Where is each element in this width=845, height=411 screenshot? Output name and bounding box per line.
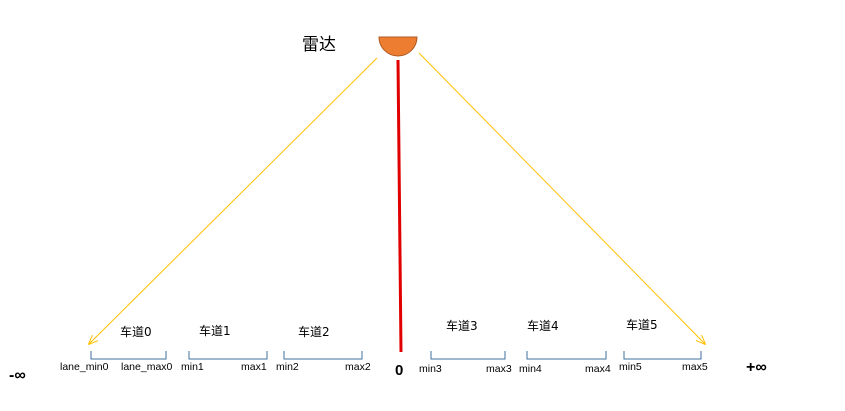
lane-min-5: min5 bbox=[619, 361, 642, 373]
lane-min-3: min3 bbox=[419, 363, 442, 375]
lane-min-4: min4 bbox=[519, 363, 542, 375]
radar-icon bbox=[378, 36, 418, 57]
right-beam-arrow bbox=[418, 52, 705, 344]
lane-bracket-3 bbox=[430, 351, 506, 360]
lane-max-2: max2 bbox=[345, 361, 371, 373]
lane-bracket-2 bbox=[283, 351, 363, 360]
lane-name-2: 车道2 bbox=[298, 325, 330, 339]
lane-bracket-5 bbox=[623, 351, 702, 360]
lane-bracket-0 bbox=[90, 351, 167, 360]
lane-name-4: 车道4 bbox=[527, 319, 559, 333]
center-zero-label: 0 bbox=[395, 362, 404, 379]
center-line bbox=[396, 59, 403, 353]
radar-label: 雷达 bbox=[302, 35, 336, 55]
lane-name-5: 车道5 bbox=[626, 318, 658, 332]
lane-bracket-4 bbox=[526, 351, 607, 360]
negative-infinity-label: -∞ bbox=[9, 367, 26, 384]
lane-max-5: max5 bbox=[682, 361, 708, 373]
lane-name-3: 车道3 bbox=[446, 319, 478, 333]
lane-bracket-1 bbox=[188, 351, 268, 360]
lane-max-0: lane_max0 bbox=[121, 361, 173, 373]
lane-name-1: 车道1 bbox=[199, 324, 231, 338]
lane-max-4: max4 bbox=[585, 363, 611, 375]
lane-brackets bbox=[90, 351, 702, 360]
positive-infinity-label: +∞ bbox=[746, 359, 767, 376]
lane-min-1: min1 bbox=[181, 361, 204, 373]
lane-name-0: 车道0 bbox=[120, 325, 152, 339]
left-beam-arrow bbox=[89, 57, 378, 344]
lane-max-1: max1 bbox=[241, 361, 267, 373]
lane-max-3: max3 bbox=[486, 363, 512, 375]
lane-min-2: min2 bbox=[276, 361, 299, 373]
lane-min-0: lane_min0 bbox=[60, 361, 109, 373]
